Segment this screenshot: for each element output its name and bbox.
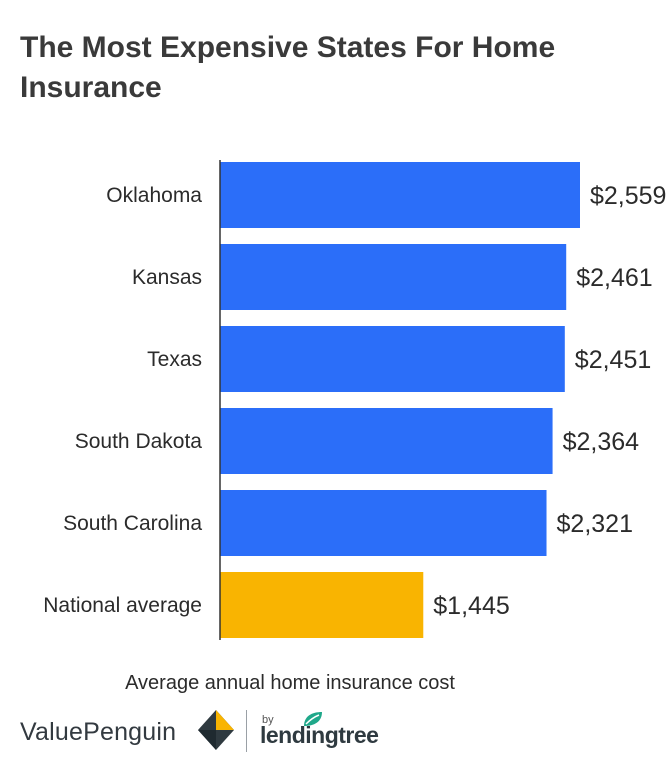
- bar-chart: Oklahoma $2,559 Kansas $2,461 Texas $2,451 Sou…: [43, 160, 666, 640]
- category-label-texas: Texas: [147, 348, 202, 371]
- footer-branding: ValuePenguin by lendingtree: [20, 706, 420, 756]
- value-label-south-dakota: $2,364: [563, 428, 640, 456]
- bar-texas: [220, 326, 565, 392]
- valuepenguin-logo-icon: [198, 710, 234, 750]
- value-label-texas: $2,451: [575, 346, 651, 374]
- bar-kansas: [220, 244, 567, 310]
- lendingtree-wordmark: lendingtree: [260, 722, 379, 748]
- category-label-south-carolina: South Carolina: [63, 512, 202, 535]
- chart-title: The Most Expensive States For Home Insur…: [20, 31, 556, 104]
- lendingtree-by: by: [262, 714, 274, 726]
- category-label-kansas: Kansas: [132, 266, 202, 289]
- footer-divider: [246, 710, 247, 752]
- bars-group: Oklahoma $2,559 Kansas $2,461 Texas $2,451 Sou…: [43, 162, 666, 638]
- lendingtree-leaf-icon: [304, 712, 322, 726]
- value-label-south-carolina: $2,321: [557, 510, 633, 538]
- value-label-kansas: $2,461: [576, 264, 652, 292]
- bar-oklahoma: [220, 162, 580, 228]
- category-label-national-average: National average: [43, 594, 202, 617]
- valuepenguin-wordmark: ValuePenguin: [20, 718, 177, 746]
- category-label-south-dakota: South Dakota: [75, 430, 203, 453]
- value-label-national-average: $1,445: [433, 592, 509, 620]
- x-axis-label: Average annual home insurance cost: [125, 672, 455, 694]
- category-label-oklahoma: Oklahoma: [106, 184, 202, 207]
- bar-national-average: [220, 572, 424, 638]
- bar-south-dakota: [220, 408, 553, 474]
- bar-south-carolina: [220, 490, 547, 556]
- value-label-oklahoma: $2,559: [590, 182, 666, 210]
